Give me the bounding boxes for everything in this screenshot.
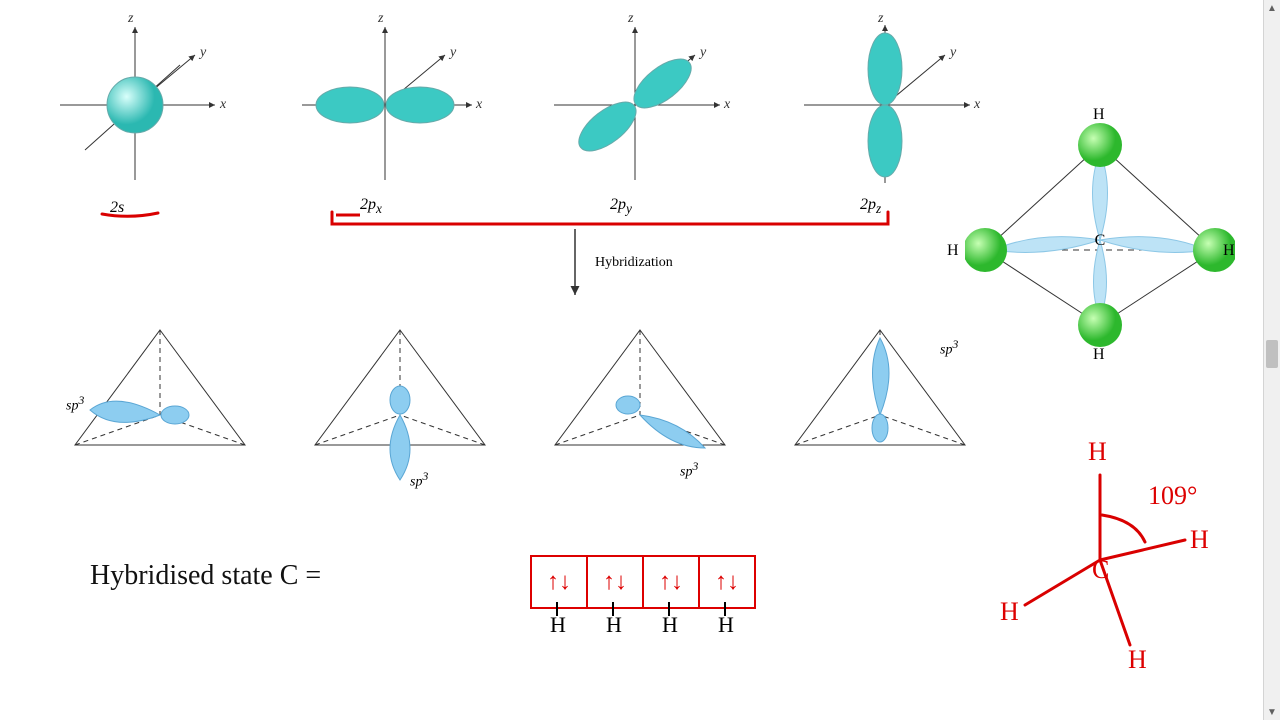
handwritten-hybridised-state: Hybridised state C = bbox=[90, 560, 321, 592]
diagram-page: ▲ ▼ x y z 2s bbox=[0, 0, 1280, 720]
sketch-h: H bbox=[1190, 525, 1209, 554]
orbital-2s-svg bbox=[40, 15, 240, 195]
h-top: H bbox=[1093, 106, 1105, 124]
axis-x-label: x bbox=[220, 97, 226, 113]
axis-y-label: y bbox=[200, 45, 206, 61]
methane-3d-model: C H H H H bbox=[965, 120, 1235, 360]
underline-2s-annotation bbox=[100, 210, 160, 218]
axis-y-label: y bbox=[950, 45, 956, 61]
orbital-2py-svg bbox=[540, 15, 740, 195]
orbital-2s: x y z 2s bbox=[40, 15, 240, 195]
axis-x-label: x bbox=[974, 97, 980, 113]
sp3-label: sp3 bbox=[680, 460, 698, 481]
axis-z-label: z bbox=[628, 11, 633, 27]
sketch-h: H bbox=[1088, 437, 1107, 466]
sp3-orbital-2: sp3 bbox=[300, 320, 500, 490]
svg-text:C: C bbox=[1095, 232, 1106, 249]
h-label: H bbox=[642, 612, 698, 638]
axis-z-label: z bbox=[378, 11, 383, 27]
sp3-label: sp3 bbox=[66, 394, 84, 415]
axis-z-label: z bbox=[878, 11, 883, 27]
sp3-label: sp3 bbox=[940, 338, 958, 359]
axis-x-label: x bbox=[724, 97, 730, 113]
h-label: H bbox=[586, 612, 642, 638]
h-bond-labels: H H H H bbox=[530, 612, 754, 638]
sketch-angle: 109° bbox=[1148, 481, 1197, 510]
axis-y-label: y bbox=[450, 45, 456, 61]
h-label: H bbox=[530, 612, 586, 638]
orbital-2px: x y z 2px bbox=[290, 15, 490, 195]
h-bottom: H bbox=[1093, 346, 1105, 364]
sketch-h: H bbox=[1128, 645, 1147, 674]
axis-x-label: x bbox=[476, 97, 482, 113]
hybridization-label: Hybridization bbox=[595, 255, 673, 271]
sp3-orbital-4: sp3 bbox=[780, 320, 980, 490]
axis-y-label: y bbox=[700, 45, 706, 61]
sketch-c: C bbox=[1092, 555, 1109, 584]
sp3-hybrid-row: sp3 sp3 sp3 bbox=[60, 320, 980, 490]
orbital-box: ↑↓ bbox=[699, 556, 755, 608]
orbital-2py: x y z 2py bbox=[540, 15, 740, 195]
sp3-orbital-1: sp3 bbox=[60, 320, 260, 490]
sp3-label: sp3 bbox=[410, 470, 428, 491]
vertical-scrollbar[interactable]: ▲ ▼ bbox=[1263, 0, 1280, 720]
orbital-2pz: x y z 2pz bbox=[790, 15, 990, 195]
orbital-box: ↑↓ bbox=[643, 556, 699, 608]
hand-sketch-methane: C H H H H 109° bbox=[980, 420, 1240, 680]
orbital-box: ↑↓ bbox=[531, 556, 587, 608]
p-orbitals-bracket bbox=[330, 210, 890, 230]
sketch-h: H bbox=[1000, 597, 1019, 626]
scroll-down-icon[interactable]: ▼ bbox=[1264, 704, 1280, 720]
h-right: H bbox=[1223, 242, 1235, 260]
electron-config-boxes: ↑↓ ↑↓ ↑↓ ↑↓ bbox=[530, 555, 756, 609]
orbital-2px-svg bbox=[290, 15, 490, 195]
sp3-orbital-3: sp3 bbox=[540, 320, 740, 490]
scrollbar-thumb[interactable] bbox=[1266, 340, 1278, 368]
h-left: H bbox=[947, 242, 959, 260]
atomic-orbitals-row: x y z 2s x y z 2px bbox=[40, 15, 990, 195]
axis-z-label: z bbox=[128, 11, 133, 27]
orbital-box: ↑↓ bbox=[587, 556, 643, 608]
orbital-2pz-svg bbox=[790, 15, 990, 195]
h-label: H bbox=[698, 612, 754, 638]
scroll-up-icon[interactable]: ▲ bbox=[1264, 0, 1280, 16]
